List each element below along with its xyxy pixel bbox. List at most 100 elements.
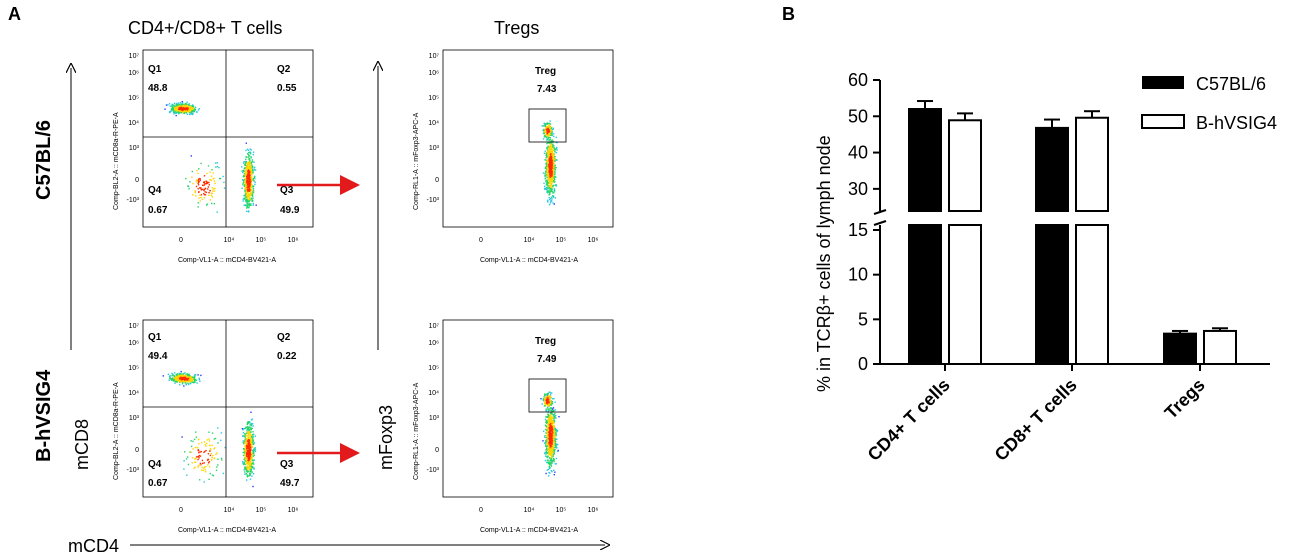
event-dot: [199, 194, 201, 196]
event-dot: [545, 416, 547, 418]
event-dot: [553, 451, 556, 453]
event-dot: [549, 184, 551, 187]
event-dot: [548, 475, 550, 477]
event-dot: [545, 426, 547, 428]
event-dot: [246, 474, 248, 476]
event-dot: [208, 466, 211, 468]
event-dot: [554, 151, 556, 153]
event-dot: [542, 172, 545, 174]
event-dot: [550, 171, 552, 173]
event-dot: [250, 444, 253, 447]
event-dot: [246, 426, 249, 428]
event-dot: [548, 441, 550, 443]
event-dot: [208, 478, 210, 480]
event-dot: [555, 417, 557, 419]
event-dot: [249, 438, 252, 441]
event-dot: [553, 459, 555, 462]
mfoxp3-axis-label: mFoxp3: [376, 405, 396, 470]
event-dot: [244, 437, 246, 439]
event-dot: [241, 170, 243, 172]
event-dot: [546, 396, 548, 398]
axis-break-mark: [873, 209, 887, 215]
event-dot: [167, 373, 170, 376]
event-dot: [242, 184, 244, 186]
event-dot: [208, 184, 210, 186]
event-dot: [194, 106, 197, 109]
event-dot: [207, 458, 209, 461]
event-dot: [191, 176, 193, 178]
event-dot: [550, 407, 552, 409]
event-dot: [550, 457, 552, 459]
event-dot: [242, 171, 244, 174]
event-dot: [249, 187, 251, 189]
event-dot: [206, 459, 209, 461]
event-dot: [550, 190, 553, 192]
event-dot: [252, 191, 255, 193]
event-dot: [552, 186, 554, 188]
event-dot: [556, 438, 558, 440]
event-dot: [250, 431, 252, 433]
event-dot: [548, 190, 550, 192]
event-dot: [550, 189, 552, 191]
event-dot: [181, 101, 183, 103]
event-dot: [242, 182, 244, 184]
event-dot: [245, 437, 247, 440]
event-dot: [548, 134, 551, 136]
event-dot: [246, 432, 249, 434]
event-dot: [548, 135, 550, 137]
event-dot: [551, 420, 553, 422]
event-dot: [247, 172, 249, 174]
event-dot: [549, 128, 551, 130]
event-dot: [549, 152, 551, 154]
event-dot: [545, 180, 547, 182]
event-dot: [220, 432, 223, 434]
event-dot: [241, 166, 243, 168]
event-dot: [244, 471, 246, 473]
event-dot: [549, 448, 551, 450]
event-dot: [203, 193, 205, 195]
event-dot: [243, 428, 245, 430]
event-dot: [192, 376, 194, 378]
event-dot: [548, 446, 550, 448]
event-dot: [253, 463, 255, 465]
event-dot: [175, 379, 177, 381]
event-dot: [183, 112, 186, 115]
event-dot: [196, 169, 198, 172]
event-dot: [547, 149, 549, 152]
event-dot: [183, 460, 185, 462]
event-dot: [210, 458, 213, 461]
event-dot: [551, 164, 553, 166]
event-dot: [547, 404, 549, 406]
event-dot: [244, 164, 246, 166]
y-channel-label: Comp-RL1-A :: mFoxp3-APC-A: [413, 112, 420, 210]
event-dot: [543, 134, 546, 137]
event-dot: [554, 438, 557, 440]
event-dot: [247, 188, 249, 190]
event-dot: [249, 198, 251, 201]
event-dot: [245, 435, 247, 437]
event-dot: [248, 475, 250, 477]
event-dot: [242, 435, 244, 437]
event-dot: [549, 163, 551, 166]
event-dot: [177, 380, 179, 382]
event-dot: [549, 457, 551, 459]
event-dot: [178, 380, 180, 382]
event-dot: [215, 166, 217, 168]
event-dot: [547, 135, 549, 137]
event-dot: [548, 448, 550, 450]
event-dot: [172, 374, 174, 376]
event-dot: [192, 105, 194, 107]
event-dot: [249, 427, 251, 429]
x-tick-label: 0: [179, 507, 183, 514]
event-dot: [203, 451, 205, 453]
event-dot: [552, 158, 554, 160]
event-dot: [200, 194, 203, 196]
event-dot: [174, 108, 176, 111]
event-dot: [203, 441, 206, 443]
event-dot: [250, 162, 253, 165]
event-dot: [547, 173, 549, 176]
event-dot: [185, 458, 188, 460]
event-dot: [550, 127, 552, 130]
event-dot: [553, 435, 555, 437]
